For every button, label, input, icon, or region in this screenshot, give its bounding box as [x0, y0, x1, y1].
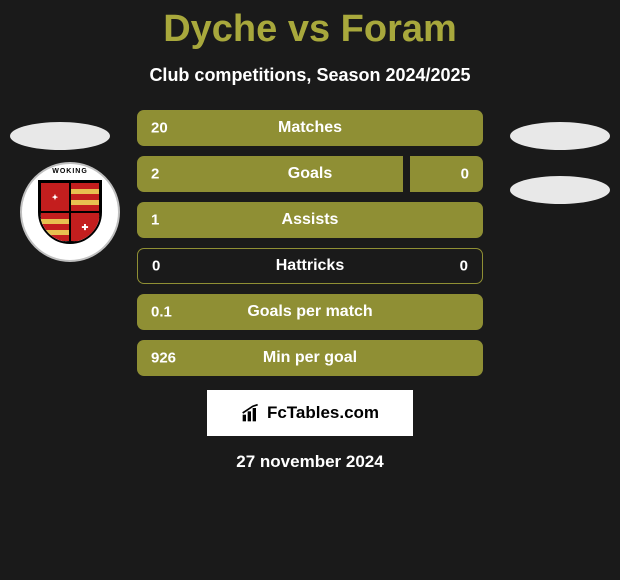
stat-label: Min per goal: [263, 349, 357, 367]
crest-shield-icon: ✦ ✚: [38, 180, 102, 244]
stat-row: 2 Goals 0: [137, 156, 483, 192]
stat-value-right: 0: [461, 166, 469, 183]
fctables-logo-icon: [241, 403, 261, 423]
left-player-placeholder-icon: [10, 122, 110, 150]
right-club-placeholder-icon: [510, 176, 610, 204]
footer-brand-badge[interactable]: FcTables.com: [207, 390, 413, 436]
stat-fill-left: [137, 156, 403, 192]
right-player-placeholder-icon: [510, 122, 610, 150]
stat-value-left: 1: [151, 212, 159, 229]
stat-value-left: 926: [151, 350, 176, 367]
stat-row: 20 Matches: [137, 110, 483, 146]
stat-value-right: 0: [460, 258, 468, 275]
stat-value-left: 0: [152, 258, 160, 275]
stat-fill-right: [410, 156, 483, 192]
page-title: Dyche vs Foram: [163, 8, 457, 51]
stat-value-left: 20: [151, 120, 168, 137]
stat-label: Hattricks: [276, 257, 344, 275]
stat-row: 0 Hattricks 0: [137, 248, 483, 284]
stat-row: 926 Min per goal: [137, 340, 483, 376]
stat-row: 0.1 Goals per match: [137, 294, 483, 330]
crest-text: WOKING: [20, 168, 120, 175]
stat-value-left: 0.1: [151, 304, 172, 321]
date-text: 27 november 2024: [236, 452, 383, 472]
subtitle: Club competitions, Season 2024/2025: [149, 65, 470, 86]
root: Dyche vs Foram Club competitions, Season…: [0, 0, 620, 580]
stat-label: Goals: [288, 165, 332, 183]
stat-label: Goals per match: [247, 303, 372, 321]
stats-list: 20 Matches 2 Goals 0 1 Assists 0 Hattricks 0 0.1 Go…: [137, 110, 483, 376]
content-area: WOKING ✦: [0, 104, 620, 580]
stat-label: Matches: [278, 119, 342, 137]
stat-label: Assists: [282, 211, 339, 229]
stat-value-left: 2: [151, 166, 159, 183]
stat-row: 1 Assists: [137, 202, 483, 238]
left-club-crest: WOKING ✦: [20, 162, 120, 262]
footer-brand-text: FcTables.com: [267, 403, 379, 423]
